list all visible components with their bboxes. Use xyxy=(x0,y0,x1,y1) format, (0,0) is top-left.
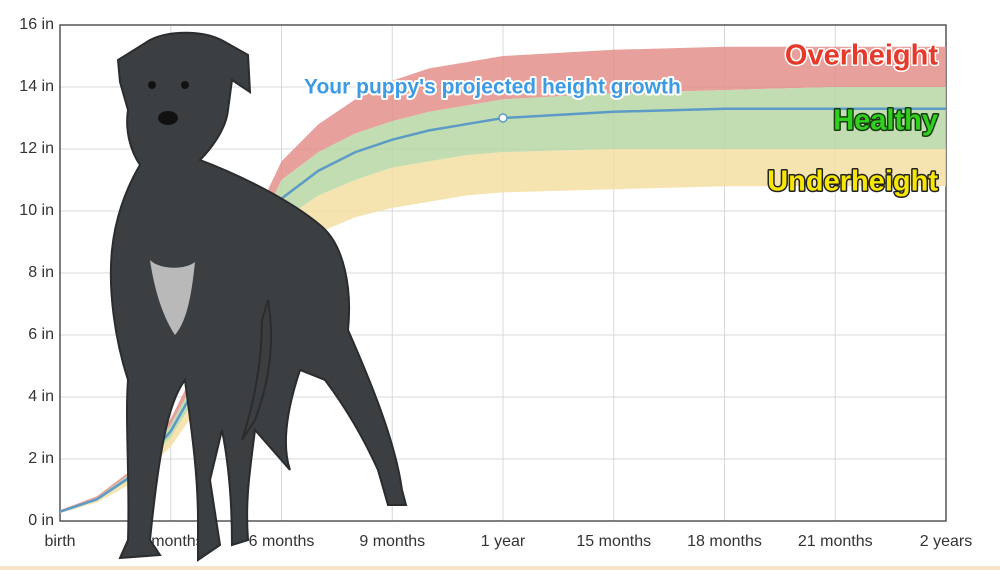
projection-label: Your puppy's projected height growth xyxy=(304,76,681,99)
band-label: Underheight xyxy=(767,166,938,198)
band-area xyxy=(60,46,946,512)
x-tick-label: 18 months xyxy=(687,533,762,550)
y-tick-label: 16 in xyxy=(19,16,54,33)
y-tick-label: 12 in xyxy=(19,140,54,157)
y-tick-label: 2 in xyxy=(28,450,54,467)
x-tick-label: 2 years xyxy=(920,533,972,550)
band-label: Healthy xyxy=(833,105,938,137)
y-tick-label: 6 in xyxy=(28,326,54,343)
band-area xyxy=(60,87,946,513)
plot-frame xyxy=(59,24,947,522)
projection-marker xyxy=(498,113,508,123)
y-tick-label: 4 in xyxy=(28,388,54,405)
y-tick-label: 8 in xyxy=(28,264,54,281)
band-label: Overheight xyxy=(785,40,938,72)
dog-photo xyxy=(109,31,408,562)
y-tick-label: 10 in xyxy=(19,202,54,219)
y-tick-label: 14 in xyxy=(19,78,54,95)
x-tick-label: 21 months xyxy=(798,533,873,550)
x-tick-label: 6 months xyxy=(249,533,315,550)
bottom-strip xyxy=(0,566,1000,570)
x-tick-label: 1 year xyxy=(481,533,526,550)
y-tick-label: 0 in xyxy=(28,512,54,529)
x-tick-label: 15 months xyxy=(576,533,651,550)
x-tick-label: birth xyxy=(44,533,75,550)
x-tick-label: 9 months xyxy=(359,533,425,550)
